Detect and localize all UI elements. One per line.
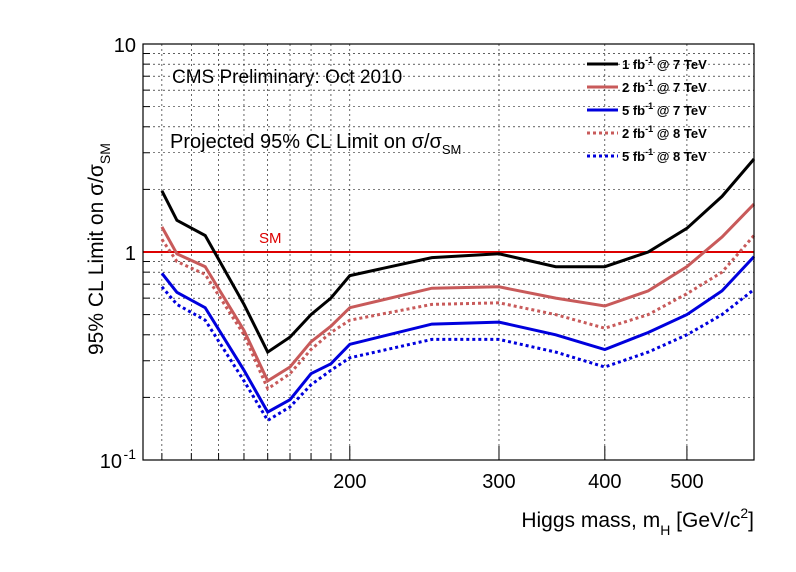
- x-axis-label-sub: H: [660, 522, 670, 538]
- y-tick-label: 10: [100, 451, 122, 473]
- x-tick-label: 200: [333, 471, 366, 493]
- sm-reference: SM: [143, 230, 754, 253]
- chart-title: CMS Preliminary: Oct 2010: [172, 67, 402, 88]
- legend-label: 5 fb-1 @ 8 TeV: [622, 147, 707, 164]
- y-axis-label-sub: SM: [97, 143, 113, 164]
- series-line: [160, 255, 756, 415]
- y-tick-label-exponent: -1: [124, 446, 137, 462]
- chart-subtitle: Projected 95% CL Limit on σ/σSM: [170, 131, 461, 157]
- x-tick-label: 500: [670, 471, 703, 493]
- series-line: [160, 203, 756, 384]
- y-axis-label-main: 95% CL Limit on σ/σ: [85, 164, 108, 355]
- legend-label: 2 fb-1 @ 7 TeV: [622, 78, 707, 95]
- series-group: [160, 158, 756, 423]
- y-tick-label: 1: [125, 243, 136, 265]
- x-axis-label: Higgs mass, mH [GeV/c2]: [521, 505, 754, 538]
- series-line: [160, 234, 756, 392]
- x-axis-label-main: Higgs mass, m: [521, 509, 660, 532]
- chart-subtitle-sub: SM: [442, 142, 462, 157]
- x-tick-label: 300: [482, 471, 515, 493]
- x-tick-label: 400: [588, 471, 621, 493]
- y-tick-label: 10: [114, 35, 136, 57]
- series-line: [160, 158, 756, 355]
- legend-label: 5 fb-1 @ 7 TeV: [622, 101, 707, 118]
- x-axis-label-end: ]: [748, 509, 754, 532]
- legend-label: 1 fb-1 @ 7 TeV: [622, 55, 707, 72]
- y-axis-label: 95% CL Limit on σ/σSM: [85, 143, 113, 355]
- x-axis-label-tail: [GeV/c: [670, 509, 740, 532]
- plot-frame-rect: [142, 43, 755, 461]
- sm-reference-label: SM: [259, 230, 282, 247]
- x-axis-label-sup: 2: [740, 505, 748, 521]
- plot-frame: [142, 43, 755, 461]
- legend-label: 2 fb-1 @ 8 TeV: [622, 124, 707, 141]
- chart-subtitle-main: Projected 95% CL Limit on σ/σ: [170, 131, 443, 153]
- legend: 1 fb-1 @ 7 TeV 2 fb-1 @ 7 TeV 5 fb-1 @ 7 T…: [587, 55, 707, 164]
- series-line: [160, 285, 755, 423]
